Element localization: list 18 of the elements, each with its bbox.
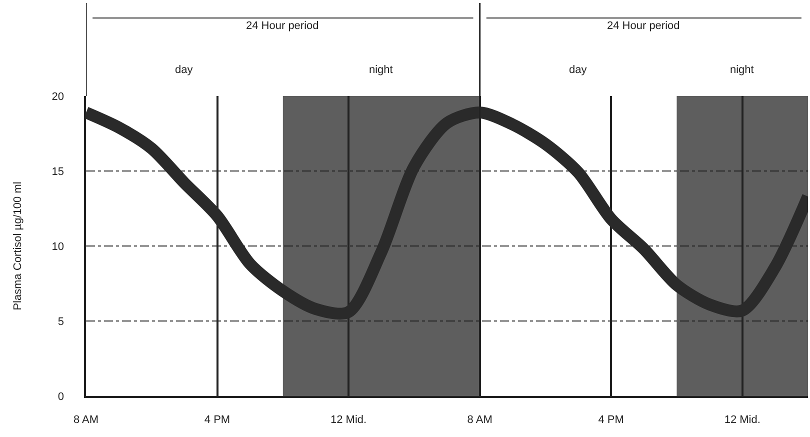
x-tick-label: 12 Mid. xyxy=(330,414,367,426)
y-tick-label: 0 xyxy=(58,390,64,403)
x-tick-label: 12 Mid. xyxy=(724,414,760,426)
text: night xyxy=(730,64,754,76)
text: day xyxy=(175,64,194,76)
y-tick-label: 10 xyxy=(52,240,64,253)
x-tick-label: 8 AM xyxy=(467,414,492,426)
y-axis-title: Plasma Cortisol µg/100 ml xyxy=(12,182,24,310)
text: 24 Hour period xyxy=(607,20,680,32)
x-tick-label: 4 PM xyxy=(598,414,624,426)
x-tick-label: 8 AM xyxy=(73,414,99,426)
y-tick-label: 20 xyxy=(52,90,64,103)
text: night xyxy=(369,64,393,76)
text: day xyxy=(569,64,588,76)
y-tick-label: 5 xyxy=(58,316,64,328)
x-tick-label: 4 PM xyxy=(204,414,230,426)
text: 24 Hour period xyxy=(246,20,319,32)
y-tick-label: 15 xyxy=(52,166,64,178)
